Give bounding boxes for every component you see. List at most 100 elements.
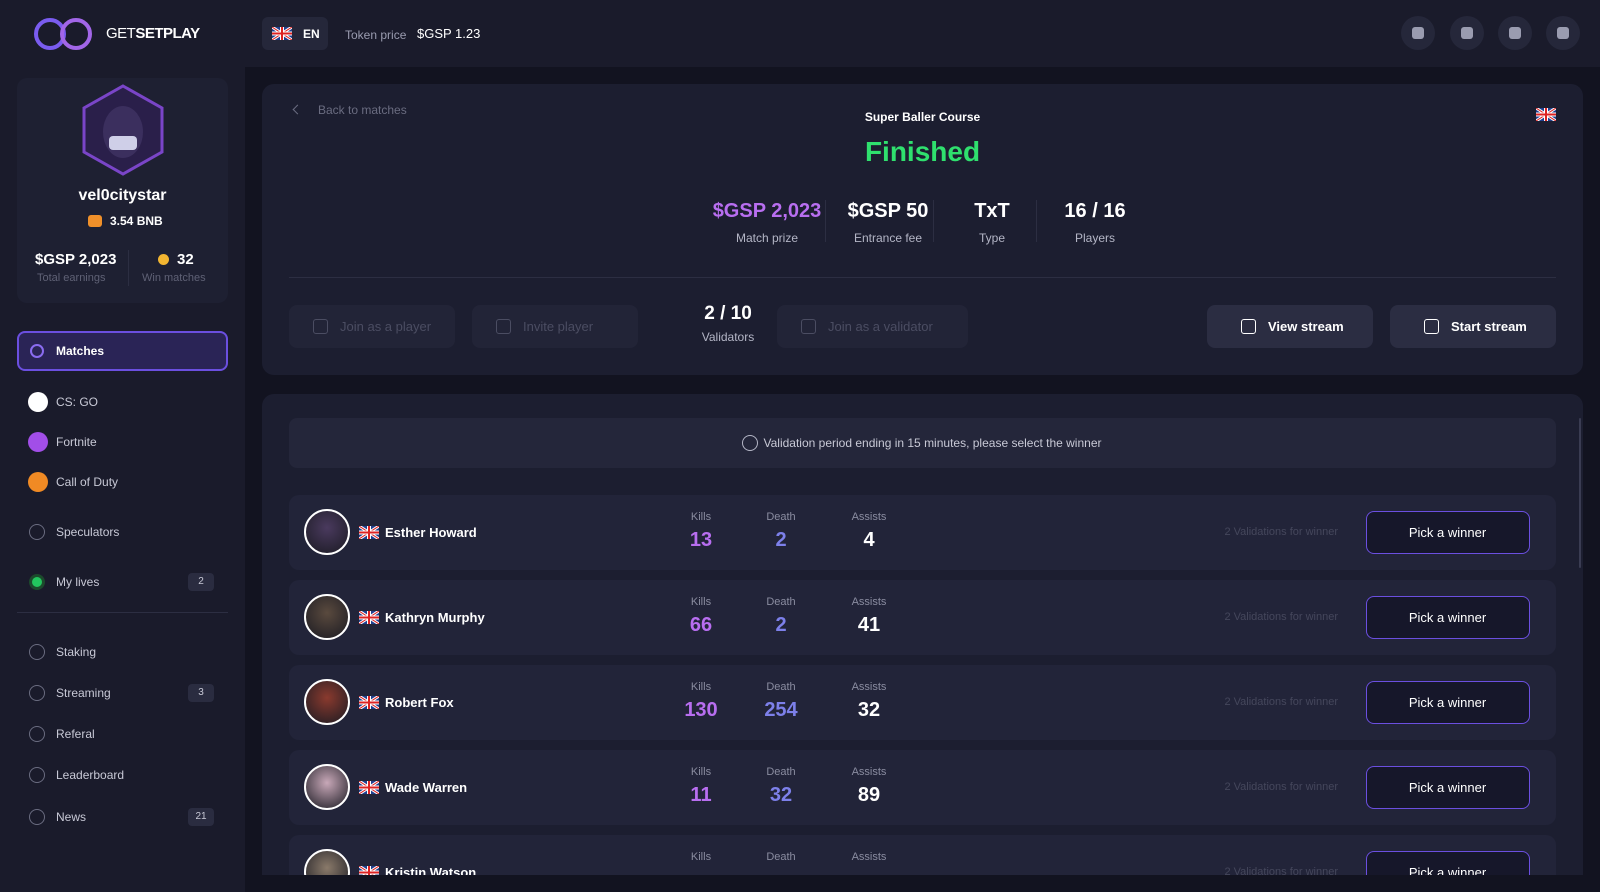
validations-note: 2 Validations for winner bbox=[1224, 526, 1338, 538]
stat-divider bbox=[128, 250, 129, 286]
nav-item[interactable]: Call of Duty bbox=[17, 470, 228, 494]
stat-value: TxT bbox=[974, 200, 1010, 222]
nav-item-active[interactable]: Matches bbox=[17, 331, 228, 371]
flag-icon bbox=[1535, 106, 1557, 126]
nav-icon bbox=[29, 524, 45, 540]
pick-winner-button[interactable]: Pick a winner bbox=[1366, 681, 1530, 724]
flag-icon bbox=[358, 864, 380, 875]
button-icon bbox=[801, 319, 816, 334]
nav-icon bbox=[29, 644, 45, 660]
nav-item[interactable]: CS: GO bbox=[17, 390, 228, 414]
button-label: Pick a winner bbox=[1408, 695, 1487, 710]
flag-icon bbox=[271, 25, 293, 45]
player-avatar bbox=[304, 764, 350, 810]
nav-icon bbox=[29, 809, 45, 825]
social-icon bbox=[1557, 27, 1569, 39]
stat-value: 11 bbox=[690, 784, 712, 806]
stat-label: Assists bbox=[851, 681, 887, 693]
nav-icon bbox=[29, 726, 45, 742]
stat-label: Death bbox=[766, 851, 796, 863]
brand-bold: SETPLAY bbox=[135, 25, 200, 42]
button-label: Invite player bbox=[523, 319, 594, 334]
player-row: Robert Fox Kills 130 Death 254 Assists 32 2 Val… bbox=[289, 665, 1556, 740]
stat-value: $GSP 2,023 bbox=[712, 200, 822, 222]
social-icon bbox=[1509, 27, 1521, 39]
nav-badge: 2 bbox=[188, 573, 214, 591]
back-link[interactable]: Back to matches bbox=[318, 103, 407, 117]
language: EN bbox=[303, 27, 320, 41]
social-button[interactable] bbox=[1546, 16, 1580, 50]
stat-label: Kills bbox=[690, 851, 712, 863]
invite-button[interactable]: Invite player bbox=[472, 305, 638, 348]
player-row: Esther Howard Kills 13 Death 2 Assists 4 2 Vali… bbox=[289, 495, 1556, 570]
validations-note: 2 Validations for winner bbox=[1224, 611, 1338, 623]
match-card: Back to matches Super Baller Course Finish… bbox=[262, 84, 1583, 375]
nav-item[interactable]: Fortnite bbox=[17, 430, 228, 454]
pick-winner-button[interactable]: Pick a winner bbox=[1366, 511, 1530, 554]
nav-badge: 21 bbox=[188, 808, 214, 826]
stat-value: 32 bbox=[177, 251, 194, 268]
game-icon bbox=[28, 392, 48, 412]
player-name: Kathryn Murphy bbox=[385, 610, 485, 625]
game-icon bbox=[28, 432, 48, 452]
player-row: Wade Warren Kills 11 Death 32 Assists 89 2 Vali… bbox=[289, 750, 1556, 825]
avatar bbox=[81, 84, 165, 176]
stat-value: 13 bbox=[689, 529, 713, 551]
nav-item[interactable]: Staking bbox=[17, 640, 228, 664]
language-selector[interactable]: EN bbox=[262, 17, 328, 50]
nav-badge: 3 bbox=[188, 684, 214, 702]
game-icon bbox=[28, 472, 48, 492]
scrollbar bbox=[1579, 418, 1581, 568]
nav-item[interactable]: Speculators bbox=[17, 520, 228, 544]
stat-divider bbox=[933, 200, 934, 242]
stat-label: Total earnings bbox=[37, 272, 106, 284]
stat-value: 32 bbox=[769, 784, 793, 806]
view-stream-button[interactable]: View stream bbox=[1207, 305, 1373, 348]
join-validator-button[interactable]: Join as a validator bbox=[777, 305, 968, 348]
player-name: Esther Howard bbox=[385, 525, 477, 540]
player-avatar bbox=[304, 849, 350, 875]
nav-item[interactable]: My lives 2 bbox=[17, 570, 228, 594]
nav-item[interactable]: Streaming 3 bbox=[17, 681, 228, 705]
stat-value: 4 bbox=[863, 529, 875, 551]
stat-label: Kills bbox=[690, 766, 712, 778]
nav-item[interactable]: Leaderboard bbox=[17, 763, 228, 787]
nav-icon bbox=[30, 344, 44, 358]
nav-label: Speculators bbox=[56, 525, 120, 539]
brand-light: GET bbox=[106, 25, 136, 42]
stat-value: 66 bbox=[689, 614, 713, 636]
pick-winner-button[interactable]: Pick a winner bbox=[1366, 766, 1530, 809]
balance: 3.54 BNB bbox=[110, 214, 163, 228]
logo-icon bbox=[33, 17, 93, 51]
social-icon bbox=[1412, 27, 1424, 39]
stat-value: 16 / 16 bbox=[1064, 200, 1126, 222]
social-button[interactable] bbox=[1401, 16, 1435, 50]
stat-divider bbox=[825, 200, 826, 242]
nav-label: CS: GO bbox=[56, 395, 99, 409]
nav-item[interactable]: News 21 bbox=[17, 805, 228, 829]
button-label: Join as a player bbox=[340, 319, 432, 334]
stat-label: Death bbox=[766, 511, 796, 523]
bnb-icon bbox=[88, 215, 102, 227]
notice-banner: Validation period ending in 15 minutes, … bbox=[289, 418, 1556, 468]
button-icon bbox=[496, 319, 511, 334]
nav-item[interactable]: Referal bbox=[17, 722, 228, 746]
stat-value: 254 bbox=[764, 699, 798, 721]
flag-icon bbox=[358, 779, 380, 799]
flag-icon bbox=[358, 694, 380, 714]
nav-divider bbox=[17, 612, 228, 613]
nav-label: Staking bbox=[56, 645, 97, 659]
social-button[interactable] bbox=[1450, 16, 1484, 50]
pick-winner-button[interactable]: Pick a winner bbox=[1366, 851, 1530, 875]
player-avatar bbox=[304, 509, 350, 555]
nav-label: Referal bbox=[56, 727, 95, 741]
player-avatar bbox=[304, 594, 350, 640]
pick-winner-button[interactable]: Pick a winner bbox=[1366, 596, 1530, 639]
player-row: Kathryn Murphy Kills 66 Death 2 Assists 41 2 Va… bbox=[289, 580, 1556, 655]
social-button[interactable] bbox=[1498, 16, 1532, 50]
card-divider bbox=[289, 277, 1556, 278]
validators-value: 2 / 10 bbox=[704, 303, 752, 324]
start-stream-button[interactable]: Start stream bbox=[1390, 305, 1556, 348]
join-player-button[interactable]: Join as a player bbox=[289, 305, 455, 348]
